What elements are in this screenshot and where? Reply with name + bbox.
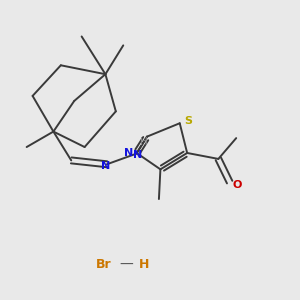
Text: N: N bbox=[134, 150, 143, 160]
Text: —: — bbox=[119, 257, 133, 272]
Text: O: O bbox=[232, 180, 242, 190]
Text: S: S bbox=[184, 116, 192, 126]
Text: H: H bbox=[139, 258, 149, 271]
Text: N: N bbox=[101, 161, 110, 171]
Text: H: H bbox=[140, 137, 148, 147]
Text: N: N bbox=[124, 148, 133, 158]
Text: Br: Br bbox=[96, 258, 112, 271]
